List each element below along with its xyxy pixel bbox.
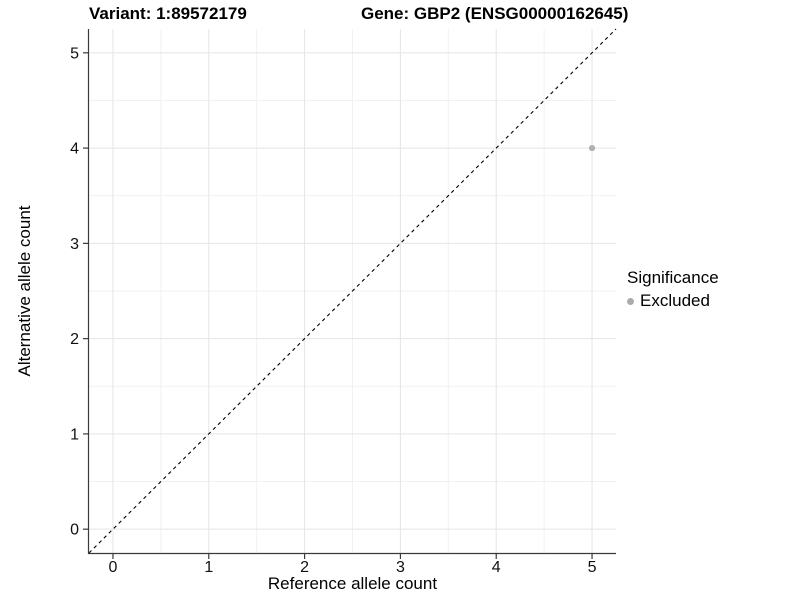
- x-tick-label: 5: [588, 559, 597, 576]
- legend-entry-label: Excluded: [640, 291, 710, 310]
- gene-title: Gene: GBP2 (ENSG00000162645): [361, 4, 629, 23]
- variant-title: Variant: 1:89572179: [89, 4, 247, 23]
- y-tick-label: 3: [70, 236, 79, 253]
- x-tick-label: 0: [109, 559, 118, 576]
- y-axis-title: Alternative allele count: [15, 205, 34, 377]
- legend-title: Significance: [627, 268, 719, 287]
- x-tick-label: 2: [300, 559, 309, 576]
- x-axis-title: Reference allele count: [267, 574, 438, 593]
- identity-line: [88, 28, 617, 554]
- y-tick-label: 1: [70, 426, 79, 443]
- y-tick-label: 0: [70, 522, 79, 539]
- y-tick-label: 2: [70, 331, 79, 348]
- x-tick-label: 4: [492, 559, 501, 576]
- legend-entry-excluded: Excluded: [627, 291, 719, 311]
- legend: Significance Excluded: [627, 268, 719, 311]
- data-point: [588, 144, 596, 152]
- x-tick-label: 3: [396, 559, 405, 576]
- x-tick-label: 1: [204, 559, 213, 576]
- y-tick-label: 4: [70, 141, 79, 158]
- excluded-marker-icon: [627, 297, 634, 305]
- y-tick-label: 5: [70, 45, 79, 62]
